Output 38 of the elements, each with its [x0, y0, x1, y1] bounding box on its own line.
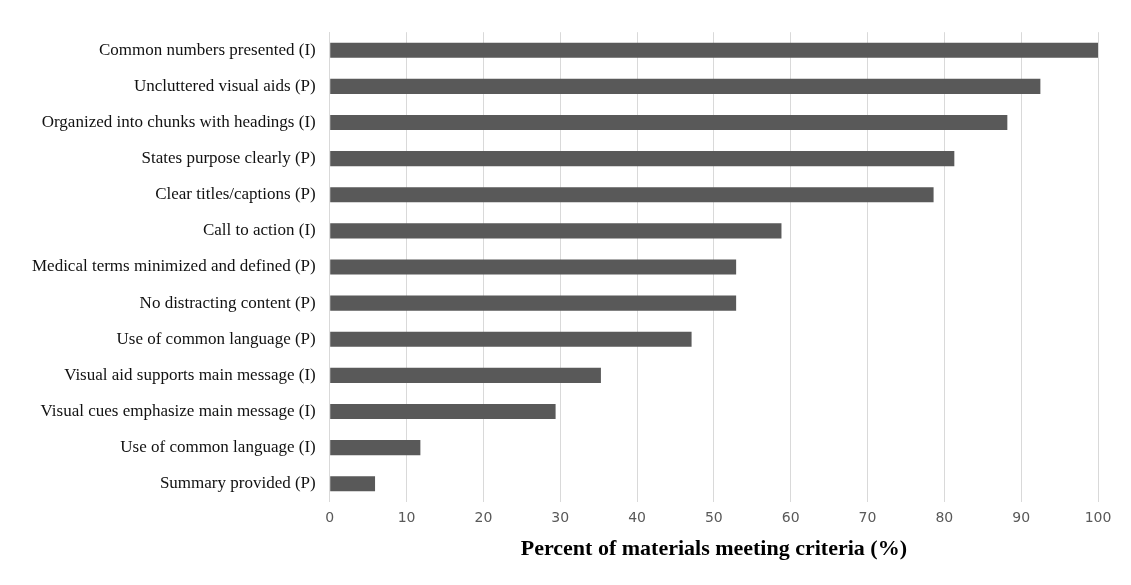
- x-tick-label: 10: [397, 508, 416, 525]
- bar: [330, 151, 955, 167]
- y-tick-label: Organized into chunks with headings (I): [41, 111, 316, 131]
- bar: [330, 187, 934, 203]
- x-tick-label: 40: [628, 508, 646, 525]
- bar: [330, 331, 692, 347]
- y-tick-label: Clear titles/captions (P): [155, 184, 316, 204]
- x-tick-label: 20: [474, 508, 493, 525]
- bar: [330, 223, 782, 239]
- x-tick-label: 90: [1012, 508, 1031, 525]
- y-tick-label: Use of common language (I): [120, 437, 316, 457]
- bar: [330, 42, 1098, 58]
- bar: [330, 403, 556, 420]
- bar: [330, 367, 601, 383]
- x-tick-label: 0: [325, 508, 335, 525]
- y-tick-label: Visual cues emphasize main message (I): [40, 400, 316, 420]
- bar: [330, 114, 1008, 131]
- bar: [330, 440, 421, 456]
- y-tick-label: Medical terms minimized and defined (P): [31, 256, 316, 276]
- x-tick-label: 70: [858, 508, 877, 525]
- x-axis-title: Percent of materials meeting criteria (%): [520, 535, 907, 561]
- y-tick-label: No distracting content (P): [139, 292, 316, 312]
- bar: [330, 259, 737, 275]
- bar: [330, 476, 376, 492]
- x-tick-label: 50: [704, 508, 723, 525]
- x-tick-label: 60: [781, 508, 800, 525]
- x-tick-label: 80: [935, 508, 954, 525]
- y-tick-label: Call to action (I): [202, 220, 316, 240]
- y-tick-label: Summary provided (P): [159, 473, 316, 493]
- y-tick-label: Use of common language (P): [116, 328, 316, 348]
- y-tick-label: States purpose clearly (P): [141, 148, 316, 168]
- bar: [330, 78, 1041, 94]
- x-tick-label: 100: [1084, 508, 1112, 525]
- x-tick-label: 30: [551, 508, 570, 525]
- bar: [330, 295, 737, 311]
- y-tick-label: Visual aid supports main message (I): [64, 364, 316, 384]
- y-tick-label: Common numbers presented (I): [99, 39, 316, 59]
- y-tick-label: Uncluttered visual aids (P): [133, 75, 316, 95]
